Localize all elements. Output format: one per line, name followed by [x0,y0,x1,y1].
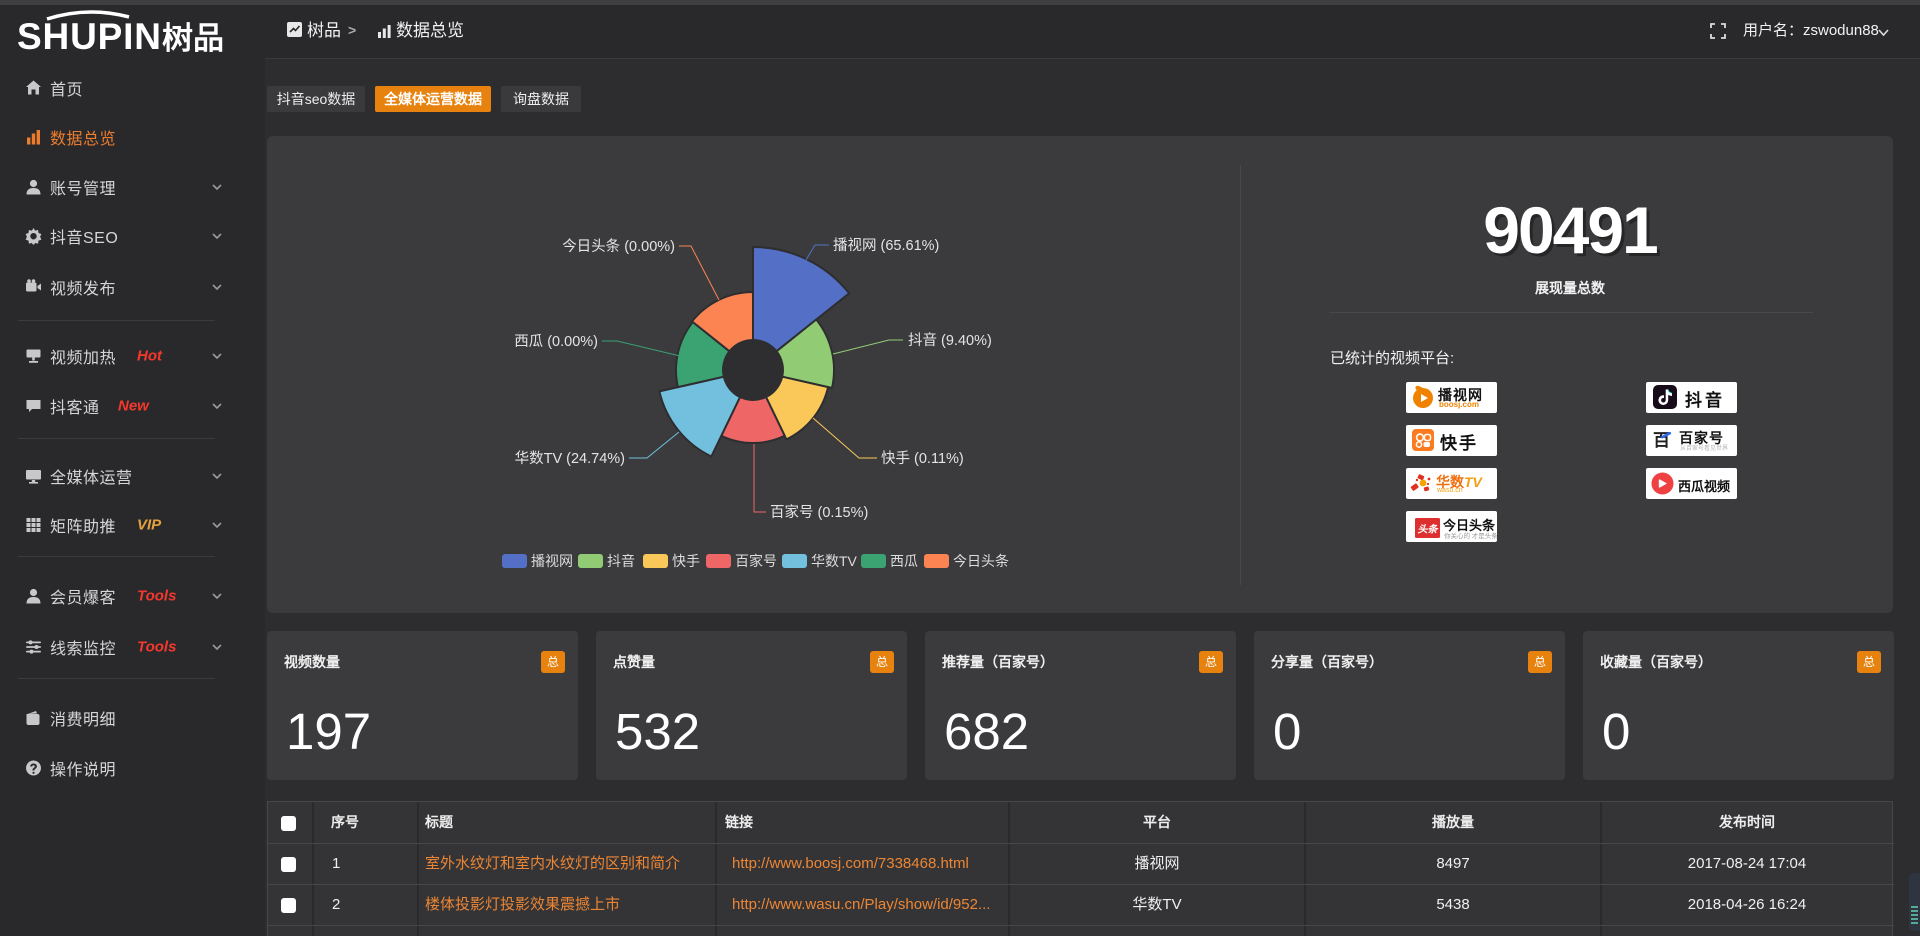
svg-text:播视网 (65.61%): 播视网 (65.61%) [833,237,939,254]
svg-text:抖音 (9.40%): 抖音 (9.40%) [908,332,992,349]
svg-text:头条: 头条 [1418,524,1440,536]
svg-text:西瓜 (0.00%): 西瓜 (0.00%) [514,334,598,350]
svg-text:快手 (0.11%): 快手 (0.11%) [881,450,964,467]
svg-text:百家号 (0.15%): 百家号 (0.15%) [770,504,868,521]
svg-text:华数TV (24.74%): 华数TV (24.74%) [515,450,625,467]
svg-text:SHUPIN: SHUPIN [17,16,160,57]
svg-text:今日头条 (0.00%): 今日头条 (0.00%) [562,238,675,255]
svg-text:树品: 树品 [162,21,224,56]
